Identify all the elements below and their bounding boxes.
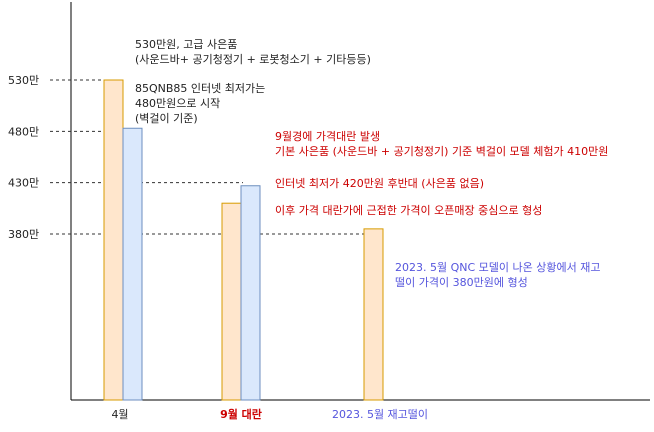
annotation: 530만원, 고급 사은품 (사운드바+ 공기청정기 + 로봇청소기 + 기타등등…	[135, 38, 371, 66]
y-tick-label: 530만	[8, 74, 39, 87]
annotation: 이후 가격 대란가에 근접한 가격이 오픈매장 중심으로 형성	[275, 204, 542, 217]
bar	[123, 128, 142, 400]
annotation-line: 85QNB85 인터넷 최저가는	[135, 82, 265, 95]
bars	[104, 80, 383, 400]
y-tick-label: 430만	[8, 177, 39, 190]
bar	[104, 80, 123, 400]
annotation-line: 2023. 5월 QNC 모델이 나온 상황에서 재고	[395, 261, 600, 274]
annotation-line: 인터넷 최저가 420만원 후반대 (사은품 없음)	[275, 177, 484, 190]
x-tick-label: 9월 대란	[220, 407, 262, 421]
annotation-line: 이후 가격 대란가에 근접한 가격이 오픈매장 중심으로 형성	[275, 204, 542, 217]
x-tick-label: 4월	[111, 408, 128, 421]
bar	[364, 229, 383, 400]
bar	[222, 203, 241, 400]
x-tick-label: 2023. 5월 재고떨이	[332, 408, 428, 421]
annotation-line: 9월경에 가격대란 발생	[275, 130, 380, 143]
annotation-line: 기본 사은품 (사운드바 + 공기청정기) 기준 벽걸이 모델 체험가 410만…	[275, 145, 608, 158]
annotation-line: 떨이 가격이 380만원에 형성	[395, 276, 528, 289]
annotation-line: (벽걸이 기준)	[135, 112, 198, 125]
bar	[241, 186, 260, 400]
y-tick-label: 480만	[8, 125, 39, 138]
annotation-line: (사운드바+ 공기청정기 + 로봇청소기 + 기타등등)	[135, 53, 371, 66]
annotation: 인터넷 최저가 420만원 후반대 (사은품 없음)	[275, 177, 484, 190]
x-labels: 4월 9월 대란 2023. 5월 재고떨이	[111, 407, 428, 421]
annotation-line: 480만원으로 시작	[135, 97, 220, 110]
annotation-line: 530만원, 고급 사은품	[135, 38, 237, 51]
annotation: 85QNB85 인터넷 최저가는 480만원으로 시작 (벽걸이 기준)	[135, 82, 265, 125]
y-tick-label: 380만	[8, 228, 39, 241]
annotation: 2023. 5월 QNC 모델이 나온 상황에서 재고떨이 가격이 380만원에…	[395, 261, 600, 289]
